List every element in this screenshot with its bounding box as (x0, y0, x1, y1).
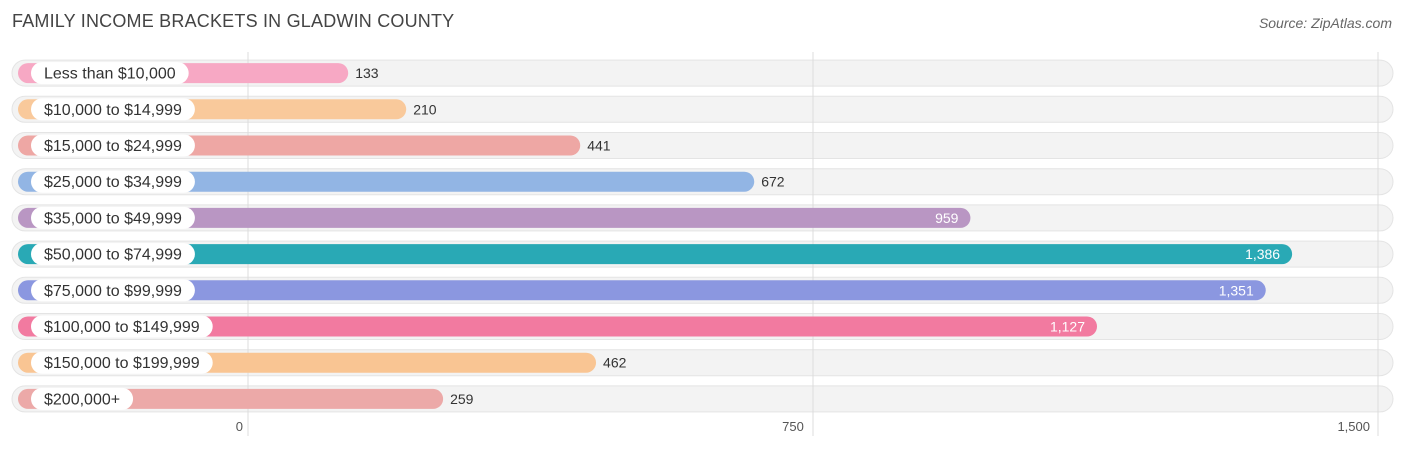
value-label: 133 (355, 65, 379, 81)
category-label: $150,000 to $199,999 (31, 351, 213, 374)
category-label: $75,000 to $99,999 (31, 279, 195, 302)
bar (18, 316, 1098, 337)
category-label-pill (31, 206, 195, 229)
value-label: 210 (413, 101, 437, 117)
chart-title: FAMILY INCOME BRACKETS IN GLADWIN COUNTY (12, 11, 455, 31)
category-label-text: $100,000 to $149,999 (44, 319, 200, 336)
category-label-pill (31, 62, 189, 85)
chart-source: Source: ZipAtlas.com (1258, 15, 1392, 31)
category-label-pill (31, 351, 213, 374)
value-label: 462 (603, 355, 627, 371)
value-label: 672 (761, 174, 785, 190)
value-label: 1,127 (1050, 319, 1085, 335)
category-label-pill (31, 170, 195, 193)
category-label: $200,000+ (31, 387, 134, 410)
category-label-text: $15,000 to $24,999 (44, 138, 182, 155)
category-label-text: $25,000 to $34,999 (44, 174, 182, 191)
row-track (11, 59, 1394, 87)
category-label: Less than $10,000 (31, 62, 189, 85)
category-label-pill (31, 134, 195, 157)
value-label: 959 (935, 210, 959, 226)
category-label-pill (31, 387, 134, 410)
tick-label: 750 (782, 419, 804, 434)
category-label-pill (31, 279, 195, 302)
value-label: 1,386 (1245, 246, 1280, 262)
category-label-pill (31, 98, 195, 121)
category-label-text: $200,000+ (44, 391, 120, 408)
category-label: $50,000 to $74,999 (31, 243, 195, 266)
bar (18, 280, 1266, 301)
bar (18, 171, 755, 192)
bar (18, 207, 971, 228)
value-label: 1,351 (1219, 282, 1254, 298)
category-label-pill (31, 243, 195, 266)
tick-label: 1,500 (1337, 419, 1370, 434)
category-label-text: Less than $10,000 (44, 66, 176, 83)
category-label: $100,000 to $149,999 (31, 315, 213, 338)
category-label: $35,000 to $49,999 (31, 206, 195, 229)
category-label-text: $10,000 to $14,999 (44, 102, 182, 119)
category-label: $25,000 to $34,999 (31, 170, 195, 193)
category-label: $15,000 to $24,999 (31, 134, 195, 157)
value-label: 259 (450, 391, 474, 407)
category-label-text: $35,000 to $49,999 (44, 210, 182, 227)
category-label-text: $50,000 to $74,999 (44, 247, 182, 264)
category-label-pill (31, 315, 213, 338)
tick-label: 0 (236, 419, 243, 434)
value-label: 441 (587, 138, 611, 154)
bar (18, 244, 1293, 265)
category-label-text: $75,000 to $99,999 (44, 283, 182, 300)
category-label: $10,000 to $14,999 (31, 98, 195, 121)
category-label-text: $150,000 to $199,999 (44, 355, 200, 372)
